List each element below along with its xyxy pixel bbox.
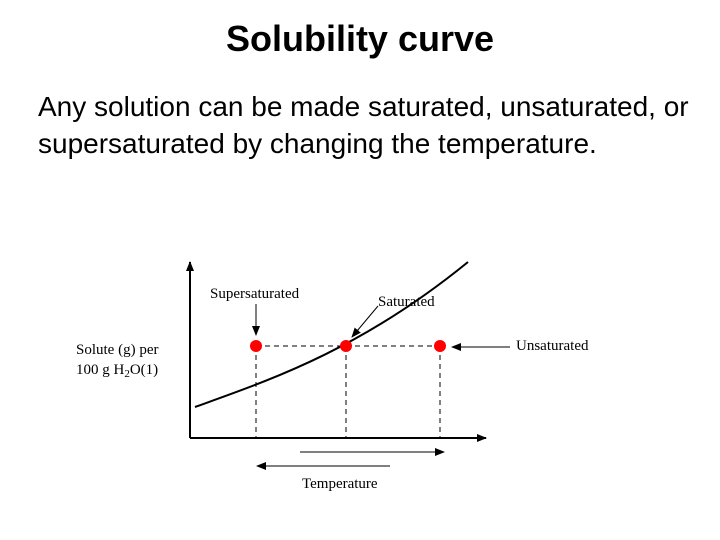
y-axis-label-line2-prefix: 100 g H: [76, 362, 125, 378]
solubility-curve: [194, 261, 469, 408]
arrow-saturated: [351, 305, 379, 338]
label-unsaturated: Unsaturated: [516, 338, 589, 354]
point-saturated: [340, 340, 352, 352]
slide-body-text: Any solution can be made saturated, unsa…: [38, 91, 689, 159]
y-axis-label-line1: Solute (g) per: [76, 342, 158, 358]
y-axis-label-line2-suffix: O(1): [130, 362, 158, 378]
label-supersaturated: Supersaturated: [210, 286, 300, 302]
point-unsaturated: [434, 340, 446, 352]
point-supersaturated: [250, 340, 262, 352]
y-axis-label-line2-sub: 2: [124, 368, 130, 380]
label-saturated: Saturated: [378, 294, 435, 310]
y-axis-label-line2: 100 g H2O(1): [76, 362, 158, 380]
x-axis-label: Temperature: [302, 476, 378, 492]
slide-title: Solubility curve: [225, 18, 495, 59]
